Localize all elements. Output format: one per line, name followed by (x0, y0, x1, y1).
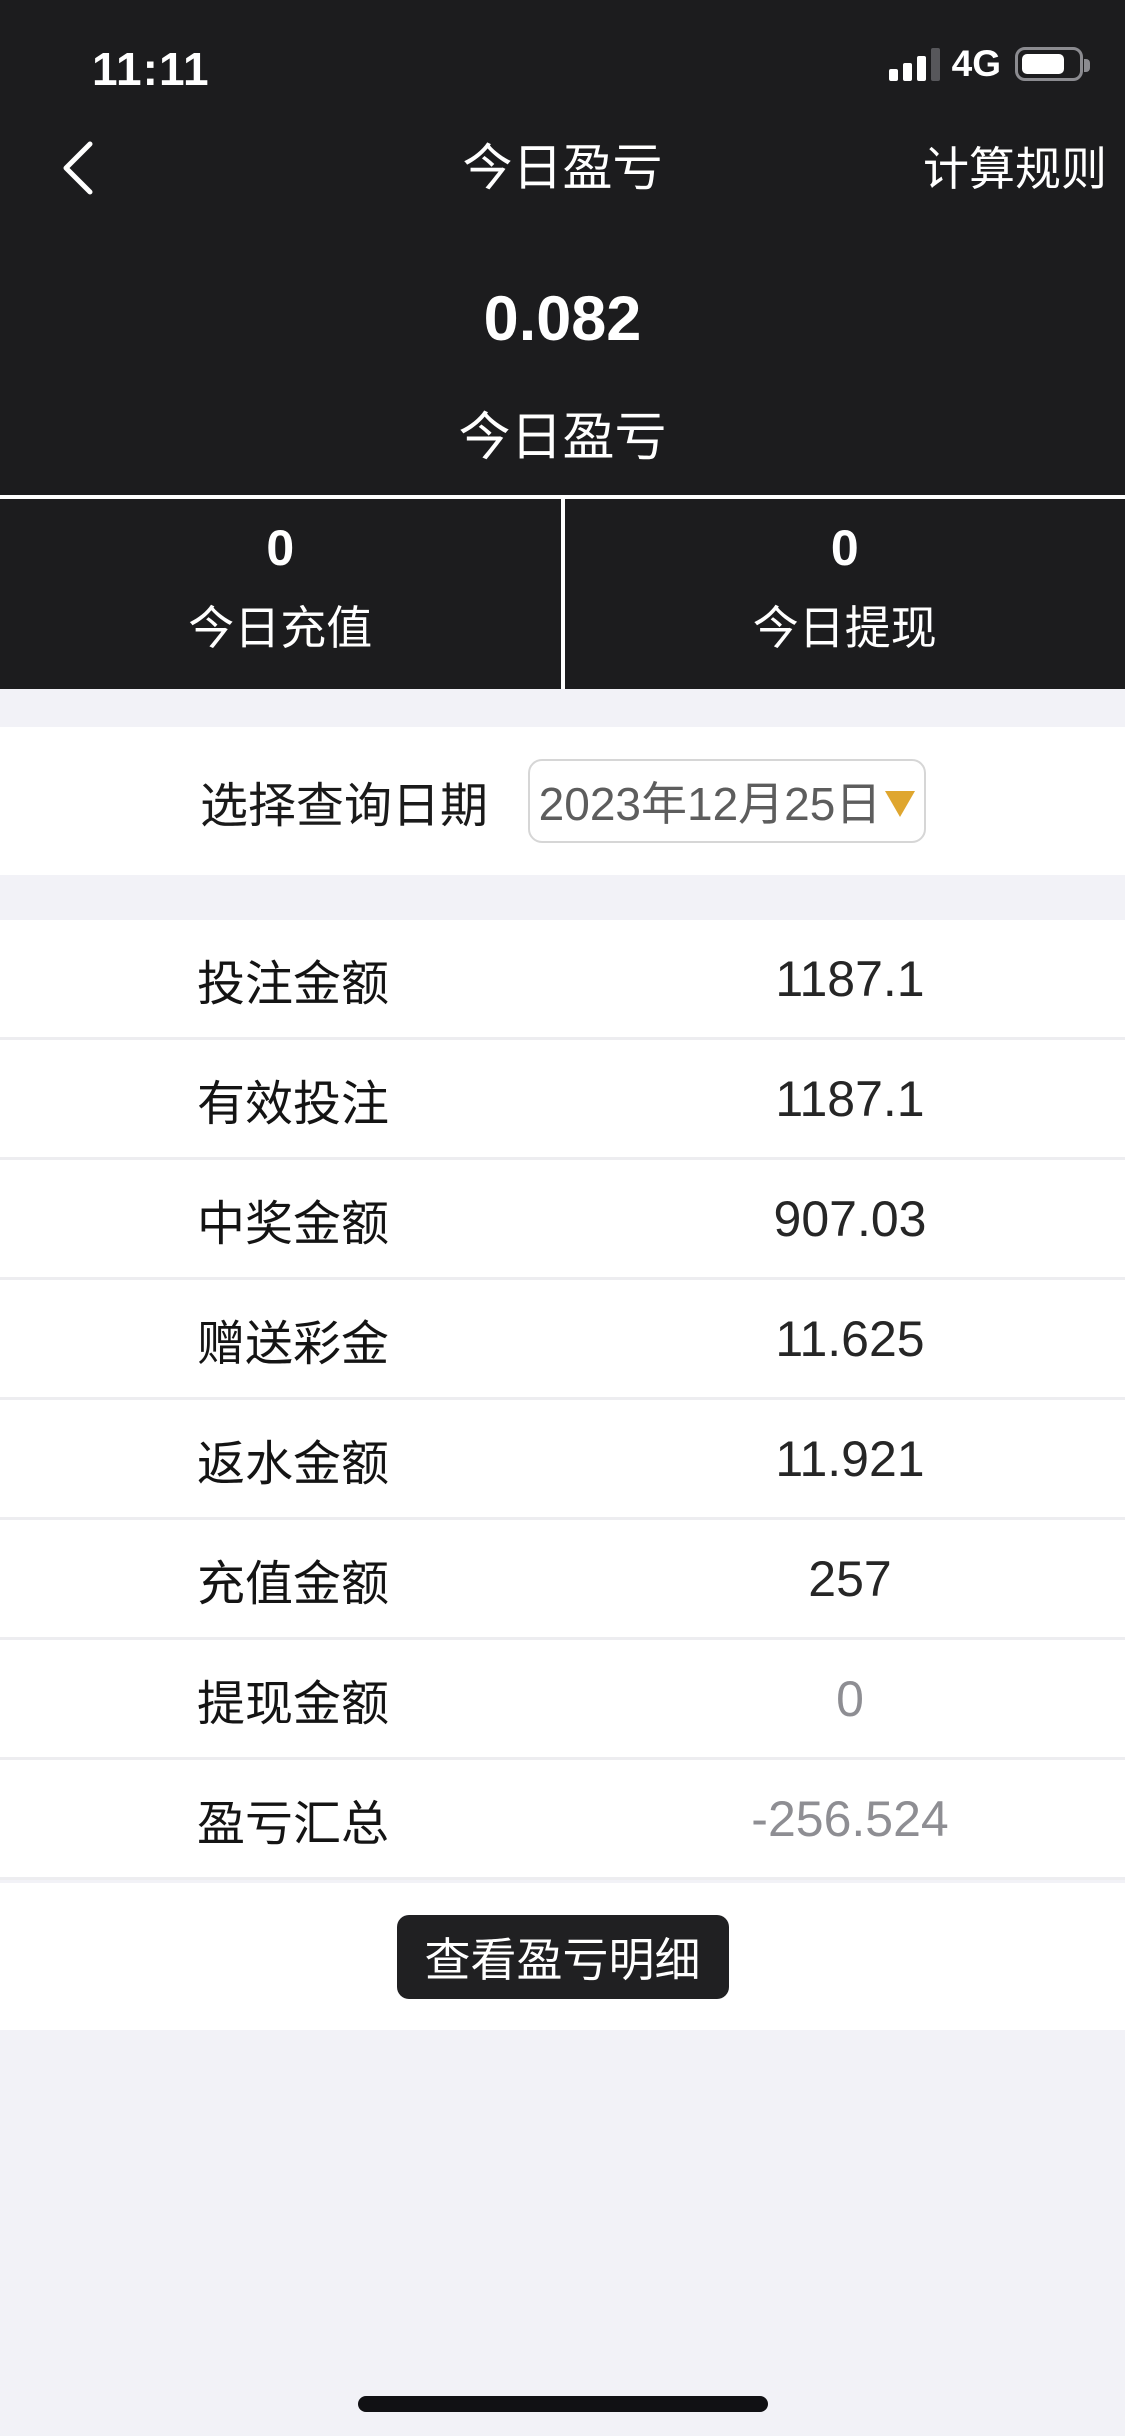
row-label: 充值金额 (197, 1557, 390, 1611)
row-label: 提现金额 (197, 1677, 390, 1731)
home-indicator[interactable] (358, 2396, 768, 2412)
row-label: 中奖金额 (197, 1197, 390, 1251)
row-label: 返水金额 (197, 1437, 390, 1491)
signal-bars-icon (888, 47, 940, 81)
row-value: 907.03 (773, 1190, 927, 1247)
row-value: 11.921 (775, 1430, 925, 1487)
table-row: 投注金额 1187.1 (0, 920, 1125, 1040)
network-type-label: 4G (951, 43, 1001, 84)
row-label: 盈亏汇总 (197, 1797, 390, 1851)
table-row: 充值金额 257 (0, 1520, 1125, 1640)
today-recharge-cell: 0 今日充值 (0, 499, 561, 689)
button-row: 查看盈亏明细 (0, 1883, 1125, 2030)
today-recharge-label: 今日充值 (188, 602, 373, 654)
page-title: 今日盈亏 (462, 140, 663, 196)
row-value: 257 (808, 1550, 892, 1607)
today-withdraw-value: 0 (830, 520, 859, 576)
status-time: 11:11 (92, 43, 210, 95)
row-value: 1187.1 (775, 1070, 925, 1127)
table-row: 提现金额 0 (0, 1640, 1125, 1760)
back-chevron-icon[interactable] (58, 140, 98, 196)
table-row: 盈亏汇总 -256.524 (0, 1760, 1125, 1880)
battery-icon (1015, 47, 1090, 81)
row-label: 投注金额 (197, 957, 390, 1011)
today-profit-label: 今日盈亏 (458, 409, 667, 467)
date-select-value: 2023年12月25日 (538, 778, 882, 830)
table-row: 有效投注 1187.1 (0, 1040, 1125, 1160)
today-profit-value: 0.082 (483, 284, 642, 354)
row-value: 11.625 (775, 1310, 925, 1367)
row-value: 0 (836, 1670, 864, 1727)
date-picker-row: 选择查询日期 2023年12月25日 (0, 727, 1125, 875)
today-withdraw-cell: 0 今日提现 (564, 499, 1125, 689)
today-withdraw-label: 今日提现 (752, 602, 937, 654)
today-stats: 0 今日充值 0 今日提现 (0, 495, 1125, 689)
summary-table: 投注金额 1187.1 有效投注 1187.1 中奖金额 907.03 赠送彩金… (0, 920, 1125, 1880)
view-profit-detail-button[interactable]: 查看盈亏明细 (396, 1914, 729, 1999)
calculation-rules-link[interactable]: 计算规则 (923, 143, 1107, 195)
triangle-down-icon (885, 791, 916, 817)
status-icons: 4G (888, 40, 1093, 88)
table-row: 中奖金额 907.03 (0, 1160, 1125, 1280)
date-select[interactable]: 2023年12月25日 (528, 759, 927, 843)
table-row: 返水金额 11.921 (0, 1400, 1125, 1520)
row-value: 1187.1 (775, 950, 925, 1007)
hero-section: 11:11 4G 今日盈亏 计算规则 0.082 今日盈亏 (0, 0, 1125, 495)
table-row: 赠送彩金 11.625 (0, 1280, 1125, 1400)
row-label: 有效投注 (197, 1077, 390, 1131)
row-value: -256.524 (751, 1790, 949, 1847)
date-picker-label: 选择查询日期 (200, 780, 489, 833)
row-label: 赠送彩金 (197, 1317, 390, 1371)
today-recharge-value: 0 (266, 520, 295, 576)
